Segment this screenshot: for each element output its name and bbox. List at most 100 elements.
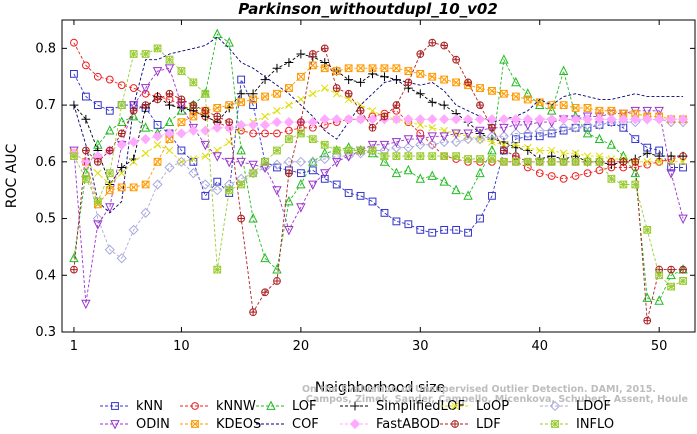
data-point-inflo [368,146,377,155]
data-point-ldf [117,129,126,138]
data-point-loop [261,112,269,121]
data-point-ldf [368,123,377,132]
series-inflo [70,44,687,291]
data-point-loop [679,158,687,166]
legend-marker [111,402,119,410]
data-point-loop [309,89,317,98]
data-point-kdeos [296,72,305,81]
legend-label: kNN [136,399,163,414]
data-point-knnw [273,129,281,138]
data-point-inflo [285,135,293,144]
data-point-ldf [332,84,341,92]
data-point-fastabod [427,114,438,125]
data-point-lof [140,122,151,132]
data-point-knnw [571,172,580,180]
data-point-odin [105,203,115,213]
legend-marker [451,402,459,410]
data-point-fastabod [606,114,617,125]
data-point-fastabod [403,114,414,125]
data-point-knn [452,225,461,234]
data-point-loop [165,146,174,155]
series-cof [73,36,684,214]
legend-marker [551,420,559,428]
y-tick-label: 0.3 [35,325,56,340]
data-point-lof [582,127,593,138]
legend-label: FastABOD [376,417,440,432]
data-point-ldf [679,265,687,274]
data-point-kdeos [428,72,437,81]
series-knnw [70,38,687,183]
data-point-kdeos [368,64,377,73]
data-point-kdeos [452,78,461,87]
data-point-loop [512,141,520,149]
x-axis-ticks: 1 10 20 30 40 50 [70,20,667,354]
data-point-fastabod [343,114,354,125]
data-point-knn [523,132,532,141]
data-point-lof [415,173,426,183]
legend-marker [549,400,561,412]
data-point-inflo [607,174,616,183]
data-point-kdeos [249,95,257,104]
data-point-lof [212,28,222,39]
series-ldf [70,38,687,325]
data-point-odin [152,67,163,77]
data-point-ldf [356,106,365,115]
data-point-fastabod [522,114,533,125]
data-point-kdeos [141,180,150,189]
data-point-inflo [308,135,317,144]
data-point-fastabod [642,114,653,125]
data-point-odin [379,140,390,151]
data-point-knn [296,169,305,178]
data-point-odin [272,186,282,196]
data-point-ldof [319,153,330,165]
data-point-simplifiedlof [368,69,377,79]
data-point-knn [344,189,353,197]
series-line-loop [73,87,684,186]
data-point-ldof [104,244,115,255]
legend-item-lof: LOF [256,399,317,414]
series-line-knn [73,73,684,234]
data-point-ldf [296,118,305,126]
data-point-inflo [261,157,269,166]
data-point-lof [403,164,414,175]
watermark-citation-line-2: On the Evaluation of Unsupervised Outlie… [302,384,656,395]
data-point-lof [248,213,258,223]
data-point-simplifiedlof [284,58,294,67]
data-point-ldof [200,179,211,190]
data-point-simplifiedlof [344,75,354,84]
data-point-lof [320,147,330,158]
data-point-knnw [117,81,126,90]
data-point-knn [70,69,78,78]
data-point-inflo [404,152,413,161]
data-point-knn [392,217,401,226]
data-point-inflo [547,157,556,166]
data-point-ldf [320,44,329,53]
data-point-ldof [546,125,557,136]
legend-marker [266,400,276,410]
x-axis-label: Neighborhood size [315,380,445,396]
data-point-ldf [237,214,246,223]
series-lines [68,28,689,325]
data-point-fastabod [498,114,510,125]
data-point-knn [273,163,281,172]
data-point-inflo [153,44,162,53]
legend-item-inflo: INFLO [540,417,614,432]
data-point-inflo [643,225,652,234]
data-point-ldf [380,112,389,121]
data-point-inflo [535,157,544,166]
data-point-knnw [93,72,102,81]
data-point-kdeos [583,104,592,112]
data-point-knn [308,166,317,175]
legend-label: INFLO [576,417,614,432]
legend-item-knnw: kNNW [180,399,256,414]
data-point-ldf [201,106,210,115]
data-point-fastabod [486,114,498,125]
data-point-loop [559,149,568,158]
data-point-kdeos [225,101,234,109]
data-point-fastabod [462,114,474,125]
data-point-kdeos [523,95,532,104]
data-point-ldof [116,253,127,264]
data-point-fastabod [618,114,629,125]
y-axis-ticks: 0.3 0.4 0.5 0.6 0.7 0.8 [35,41,695,340]
series-line-odin [73,67,684,304]
